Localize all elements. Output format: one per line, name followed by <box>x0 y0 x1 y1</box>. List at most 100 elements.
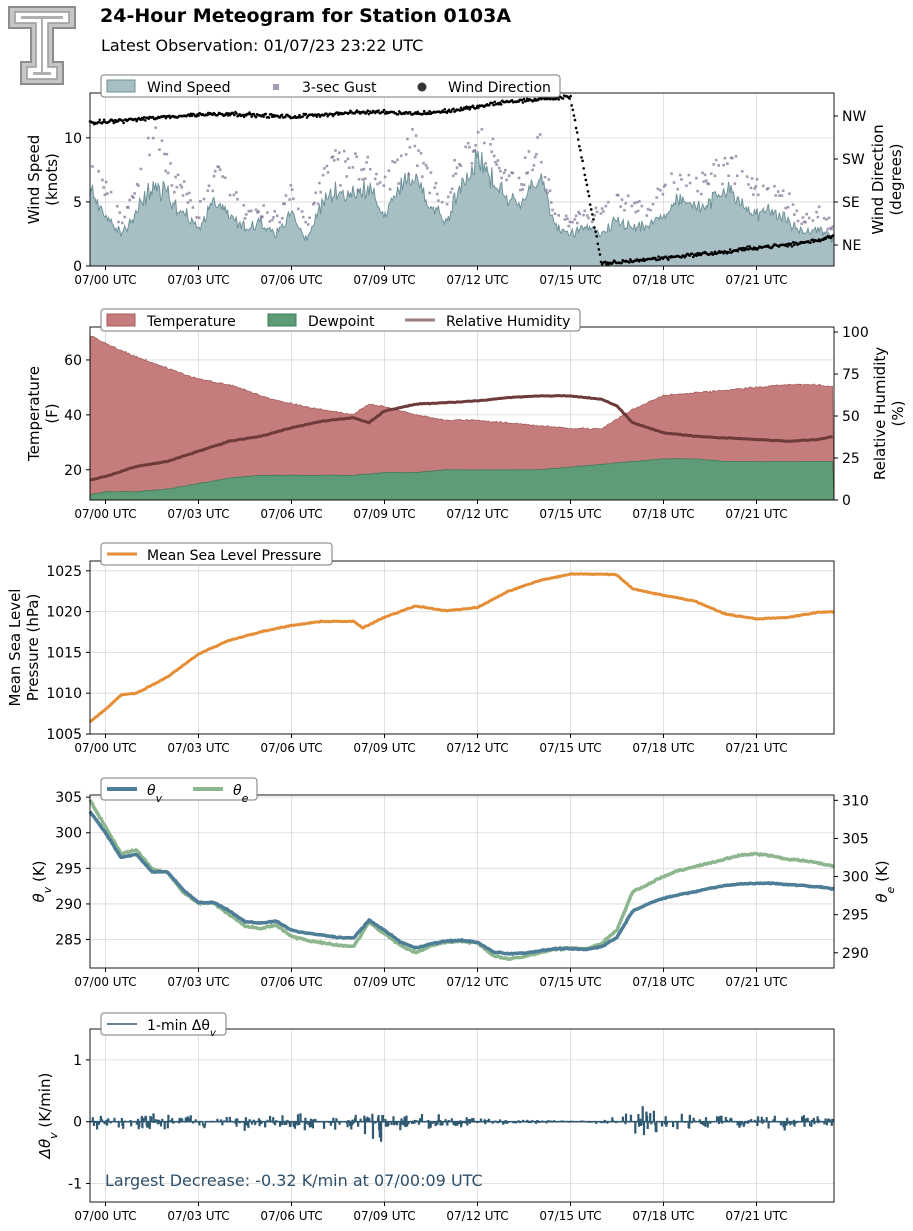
wind-direction-point <box>741 246 745 250</box>
wind-direction-point <box>722 252 725 255</box>
gust-point <box>361 178 365 181</box>
wind-direction-point <box>492 103 495 107</box>
y-tick-label: 0 <box>73 259 82 275</box>
legend-box <box>100 1012 227 1036</box>
gust-point <box>490 150 494 154</box>
wind-direction-point <box>520 98 524 102</box>
wind-direction-point <box>101 120 105 124</box>
wind-direction-point <box>596 242 600 246</box>
pressure-panel: 07/00 UTC 07/03 UTC 07/06 UTC 07/09 UTC 07/1… <box>6 542 835 755</box>
x-tick-label: 07/06 UTC <box>260 273 322 287</box>
gust-point <box>450 187 454 191</box>
gust-point <box>827 216 831 220</box>
x-tick-label: 07/06 UTC <box>260 975 322 989</box>
x-tick-label: 07/06 UTC <box>260 1209 322 1223</box>
gust-point <box>685 184 688 188</box>
theta-e-line <box>88 799 835 961</box>
gust-point <box>757 193 760 197</box>
gust-point <box>336 158 340 161</box>
wind-direction-point <box>594 230 597 233</box>
gust-point <box>676 187 680 191</box>
wind-direction-point <box>583 173 587 177</box>
wind-speed-line <box>89 148 835 243</box>
wind-direction-point <box>468 108 472 111</box>
wind-direction-point <box>428 109 431 113</box>
gust-point <box>316 202 320 206</box>
y2-tick-label: 310 <box>842 793 869 809</box>
gust-point <box>391 160 394 163</box>
gust-point <box>455 166 459 169</box>
x-tick-label: 07/09 UTC <box>353 975 415 989</box>
gust-point <box>300 210 304 213</box>
wind-direction-point <box>575 131 579 134</box>
gust-point <box>313 201 316 205</box>
gust-point <box>531 168 534 172</box>
gust-point <box>752 193 755 196</box>
y2-tick-label: 290 <box>842 946 869 962</box>
y2-tick-label: 0 <box>842 493 851 509</box>
gust-point <box>831 225 835 228</box>
gust-point <box>616 193 620 197</box>
gust-point <box>776 190 780 193</box>
gust-point <box>502 171 506 175</box>
gust-point <box>649 208 652 212</box>
dtheta-panel: 07/00 UTC 07/03 UTC 07/06 UTC 07/09 UTC 07/1… <box>36 1012 835 1223</box>
y-tick-label: 295 <box>55 861 82 877</box>
gust-point <box>464 145 468 149</box>
wind-direction-point <box>197 114 200 117</box>
gust-point <box>805 212 809 216</box>
wind-direction-point <box>740 248 744 252</box>
wind-direction-point <box>242 115 246 119</box>
gust-point <box>568 220 572 224</box>
pressure-axes-frame <box>89 560 835 735</box>
wind-direction-point <box>233 113 236 117</box>
wind-direction-point <box>604 260 607 264</box>
gust-point <box>290 188 294 191</box>
wind-direction-point <box>450 110 453 113</box>
wind-direction-point <box>98 118 102 122</box>
gust-point <box>425 166 429 170</box>
gust-point <box>702 180 706 183</box>
gust-point <box>195 216 198 219</box>
gust-point <box>458 162 461 166</box>
gust-point <box>354 152 357 155</box>
gust-point <box>207 184 211 188</box>
wind-direction-point <box>225 111 229 115</box>
gust-point <box>182 180 186 183</box>
legend-label-rh: Relative Humidity <box>446 314 570 330</box>
thermo-plot-area <box>89 335 835 501</box>
gust-point <box>337 151 341 155</box>
gust-point <box>567 224 570 228</box>
gust-point <box>505 178 508 182</box>
y2-tick-label: 305 <box>842 831 869 847</box>
gust-point <box>640 204 644 208</box>
gust-point <box>566 217 569 221</box>
wind-direction-point <box>474 106 478 110</box>
gust-point <box>154 126 158 129</box>
gust-point <box>272 216 275 219</box>
wind-direction-point <box>452 107 455 111</box>
gust-point <box>626 194 630 198</box>
wind-direction-point <box>422 109 426 113</box>
wind-speed-area <box>90 148 834 266</box>
wind-direction-point <box>591 213 594 216</box>
gust-point <box>132 196 135 199</box>
gust-point <box>342 149 346 153</box>
wind-direction-point <box>592 218 595 221</box>
gust-point <box>499 169 502 173</box>
gust-point <box>191 206 195 209</box>
gust-point <box>576 221 579 225</box>
x-tick-label: 07/09 UTC <box>353 273 415 287</box>
gust-point <box>213 169 217 173</box>
wind-direction-point <box>588 203 592 206</box>
gust-point <box>774 194 778 197</box>
x-tick-label: 07/00 UTC <box>74 975 136 989</box>
gust-point <box>518 188 522 192</box>
gust-point <box>186 201 190 204</box>
wind-direction-point <box>521 101 525 104</box>
thermo-panel: 07/00 UTC 07/03 UTC 07/06 UTC 07/09 UTC 07/1… <box>25 308 907 521</box>
legend-box <box>100 542 333 566</box>
gust-point <box>745 175 749 179</box>
gust-point <box>822 216 826 220</box>
y-axis-label: θv (K) <box>30 860 54 902</box>
